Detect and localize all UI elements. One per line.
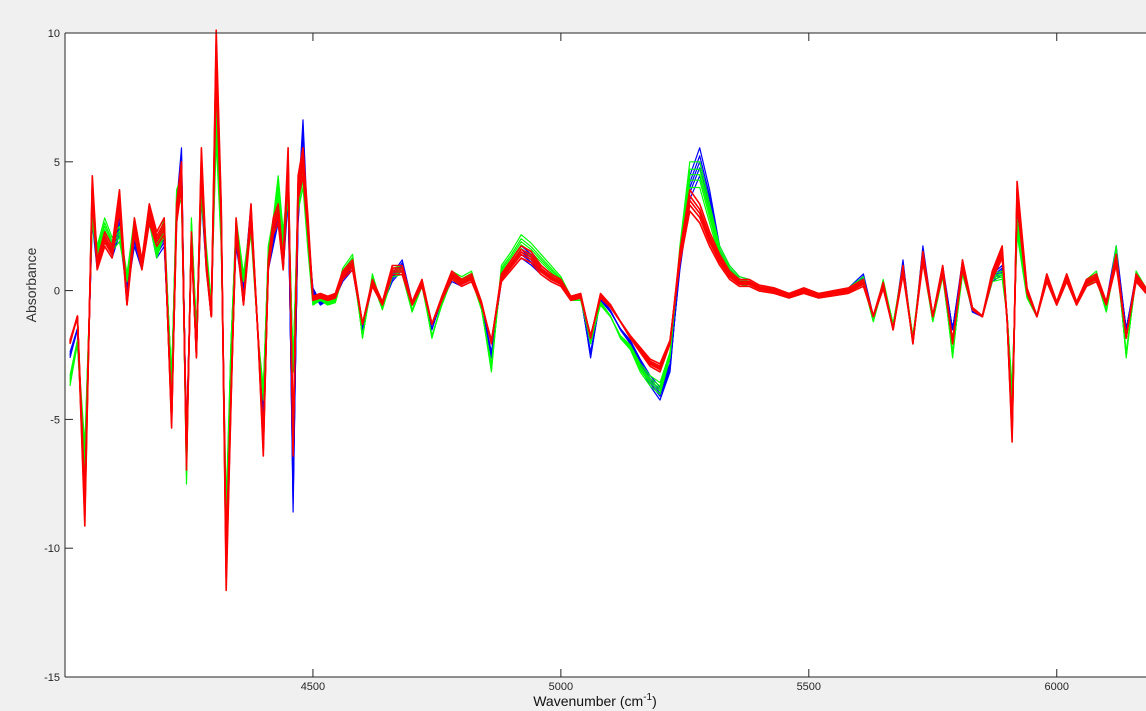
y-tick-label: 10 (48, 28, 60, 40)
x-tick-label: 5000 (549, 681, 573, 693)
series-group (69, 29, 1146, 592)
axes: 4500 5000 5500 6000 10 5 0 -5 -10 -15 (44, 28, 1146, 693)
y-tick-label: 5 (54, 157, 60, 169)
series-layer (69, 29, 1146, 592)
y-tick-label: -10 (44, 543, 60, 555)
series-line (69, 29, 1146, 592)
y-axis-label: Absorbance (23, 247, 39, 322)
x-tick-label: 5500 (797, 681, 821, 693)
y-tick-label: 0 (54, 286, 60, 298)
x-tick-label: 6000 (1045, 681, 1069, 693)
plot-area (65, 33, 1146, 677)
x-axis-label: Wavenumber (cm-1) (533, 692, 657, 709)
y-tick-label: -5 (50, 414, 60, 426)
x-axis-label-close: ) (652, 693, 657, 709)
x-tick-label: 4500 (301, 681, 325, 693)
x-axis-label-superscript: -1 (643, 692, 652, 703)
y-tick-label: -15 (44, 672, 60, 684)
x-axis-label-main: Wavenumber (cm (533, 693, 643, 709)
